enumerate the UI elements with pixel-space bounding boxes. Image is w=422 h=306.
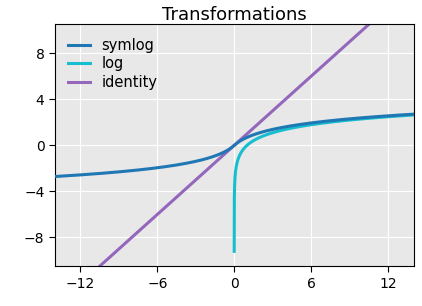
- Line: identity: identity: [55, 0, 414, 306]
- log: [300, 124, 305, 128]
- log: [264, 133, 269, 136]
- log: [348, 118, 353, 122]
- log: [379, 115, 384, 119]
- log: [339, 119, 344, 123]
- symlog: [280, 125, 285, 129]
- symlog: [411, 112, 416, 116]
- symlog: [318, 120, 323, 124]
- symlog: [182, 162, 187, 165]
- identity: [318, 66, 323, 69]
- identity: [70, 289, 76, 292]
- Title: Transformations: Transformations: [162, 6, 307, 24]
- symlog: [52, 175, 57, 178]
- symlog: [265, 129, 270, 132]
- identity: [338, 49, 343, 52]
- identity: [182, 188, 187, 192]
- log: [365, 117, 371, 120]
- log: [411, 113, 416, 117]
- identity: [280, 100, 285, 103]
- symlog: [338, 118, 343, 121]
- identity: [265, 114, 270, 118]
- identity: [52, 305, 57, 306]
- Line: log: log: [234, 115, 414, 251]
- log: [232, 249, 237, 253]
- symlog: [70, 174, 76, 177]
- Legend: symlog, log, identity: symlog, log, identity: [62, 32, 163, 96]
- Line: symlog: symlog: [55, 114, 414, 177]
